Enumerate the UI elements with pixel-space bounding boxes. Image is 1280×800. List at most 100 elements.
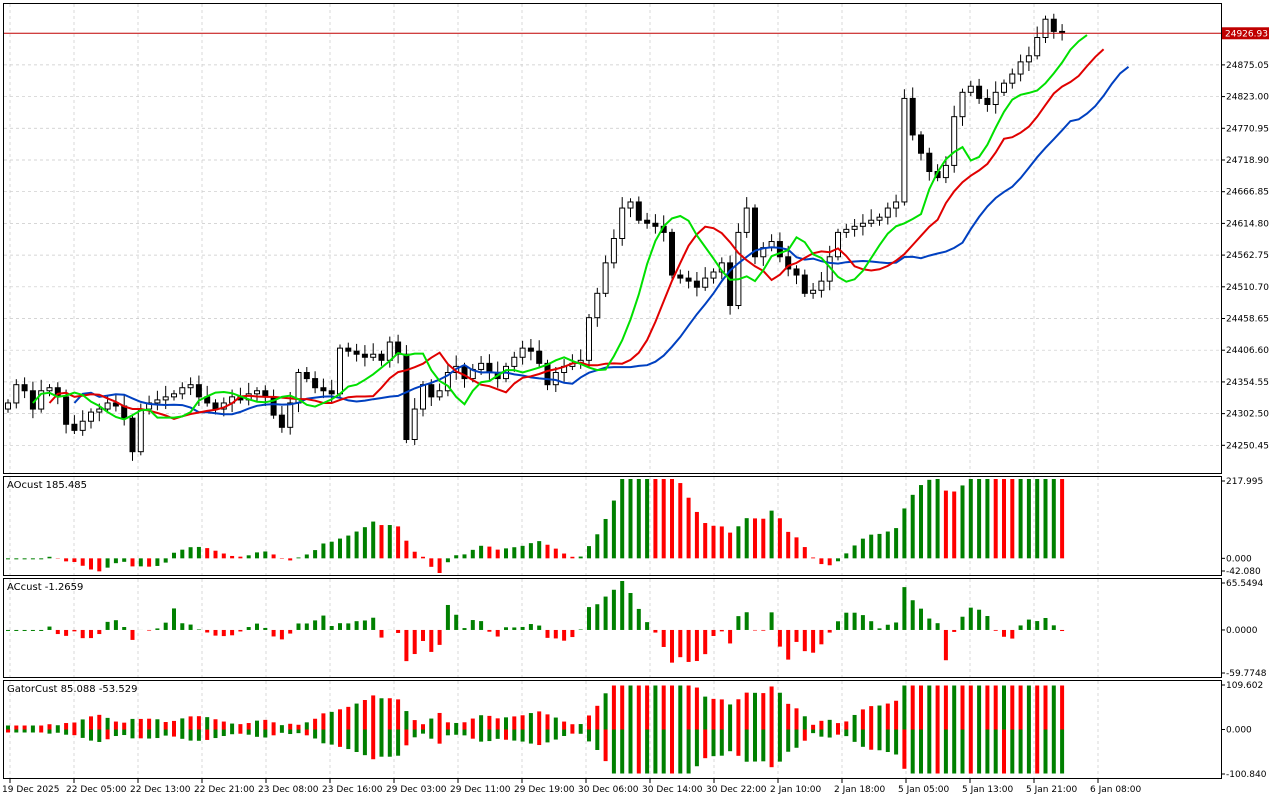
candle-body (436, 390, 443, 398)
gator-upper-bar (761, 693, 766, 730)
ao-bar (919, 485, 923, 559)
time-tick-label: 23 Dec 16:00 (322, 785, 383, 795)
ao-bar (371, 521, 376, 559)
gator-upper-bar (786, 703, 791, 730)
gator-lower-bar (1043, 729, 1048, 774)
gator-upper-bar (993, 685, 998, 730)
candle-body (984, 97, 991, 105)
gator-upper-bar (80, 719, 85, 730)
ao-bar (296, 557, 301, 559)
gator-lower-bar (230, 729, 235, 735)
gator-lower-bar (138, 729, 143, 739)
candle-body (337, 347, 343, 395)
candle-body (129, 417, 136, 453)
candle-body (901, 97, 908, 203)
gator-upper-bar (1002, 685, 1006, 730)
candle-body (685, 277, 692, 282)
candle-body (652, 222, 659, 227)
price-tick-label: 24823.00 (1226, 93, 1269, 103)
candle-body (610, 238, 617, 264)
ac-bar (72, 629, 77, 632)
candle-body (644, 219, 651, 224)
ao-bar (321, 543, 326, 559)
gator-upper-bar (495, 718, 500, 730)
ao-bar (728, 532, 733, 559)
gator-lower-bar (902, 729, 907, 769)
gator-upper-bar (304, 722, 309, 730)
ac-bar (346, 623, 351, 630)
ao-bar (6, 558, 10, 560)
gator-upper-bar (196, 716, 201, 730)
gator-upper-bar (255, 720, 259, 730)
ao-bar (844, 553, 849, 559)
ac-bar (404, 629, 409, 662)
gator-lower-bar (97, 729, 102, 742)
candle-body (1009, 73, 1016, 84)
ac-bar (238, 629, 243, 632)
gator-lower-bar (130, 729, 135, 739)
ac-bar (362, 620, 367, 630)
ac-bar (711, 629, 716, 636)
gator-upper-bar (902, 685, 907, 730)
gator-upper-bar (6, 725, 10, 730)
gator-lower-bar (479, 729, 484, 742)
ac-bar (836, 621, 840, 630)
ac-bar (636, 608, 641, 630)
current-price-badge (1222, 27, 1269, 40)
gator-upper-bar (595, 705, 600, 730)
gator-lower-bar (528, 729, 533, 744)
ao-bar (578, 556, 583, 559)
candle-body (735, 231, 742, 306)
ac-bar (935, 623, 940, 630)
gator-upper-bar (213, 719, 218, 730)
gator-lower-bar (777, 729, 782, 762)
gator-lower-bar (761, 729, 766, 762)
gator-upper-bar (545, 714, 550, 730)
ao-bar (786, 531, 791, 559)
ao-bar (811, 557, 816, 559)
ao-bar (470, 549, 475, 559)
indicator-title: AOcust 185.485 (7, 480, 87, 491)
time-tick-label: 5 Jan 13:00 (962, 785, 1014, 795)
gator-upper-bar (628, 685, 633, 730)
ac-bar (288, 629, 293, 634)
ac-bar (296, 623, 301, 630)
ao-bar (761, 518, 766, 559)
ac-bar (777, 629, 782, 647)
candle-body (876, 216, 883, 221)
ao-bar (927, 479, 932, 559)
ac-bar (860, 615, 865, 630)
ao-bar (1043, 479, 1048, 559)
gator-lower-bar (263, 729, 268, 738)
gator-upper-bar (470, 718, 475, 730)
time-tick-label: 30 Dec 06:00 (578, 785, 639, 795)
ao-bar (304, 554, 309, 559)
gator-upper-bar (263, 719, 268, 730)
ao-bar (138, 558, 143, 567)
ao-bar (802, 547, 807, 559)
ac-bar (844, 612, 849, 630)
candle-body (619, 207, 626, 240)
ac-bar (852, 612, 857, 630)
ac-bar (246, 627, 251, 630)
gator-upper-bar (910, 685, 915, 730)
ac-bar (445, 604, 450, 630)
gator-upper-bar (30, 725, 35, 730)
ao-bar (180, 549, 185, 559)
candle-body (179, 387, 186, 395)
time-tick-label: 5 Jan 05:00 (898, 785, 950, 795)
gator-lower-bar (454, 729, 459, 735)
time-tick-label: 29 Dec 19:00 (514, 785, 575, 795)
candle-body (818, 280, 825, 291)
ao-bar (769, 510, 774, 559)
gator-lower-bar (304, 729, 309, 736)
gator-upper-bar (47, 724, 52, 730)
time-tick-label: 2 Jan 10:00 (770, 785, 822, 795)
gator-upper-bar (371, 695, 376, 730)
ac-bar (105, 621, 110, 630)
ac-bar (30, 629, 35, 631)
gator-upper-bar (736, 699, 741, 730)
ao-bar (910, 494, 915, 559)
